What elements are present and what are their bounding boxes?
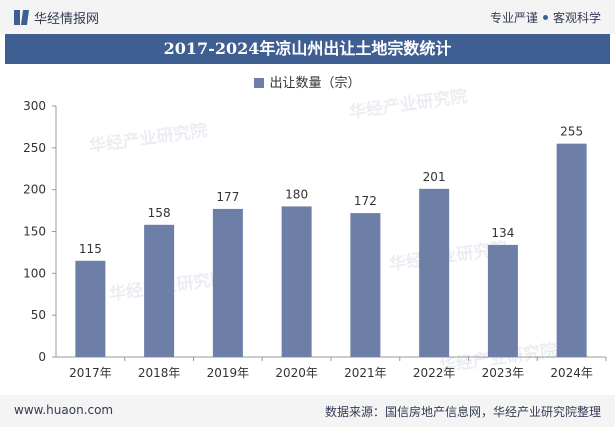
bar xyxy=(212,208,243,357)
chart-legend: 出让数量（宗） xyxy=(0,72,615,91)
bar xyxy=(487,244,518,357)
y-tick-label: 300 xyxy=(23,99,46,113)
x-tick-label: 2021年 xyxy=(344,366,387,380)
x-tick-label: 2020年 xyxy=(275,366,318,380)
data-label: 115 xyxy=(79,242,102,256)
title-bar: 2017-2024年凉山州出让土地宗数统计 xyxy=(5,34,610,64)
y-tick-label: 100 xyxy=(23,266,46,280)
x-tick-label: 2024年 xyxy=(550,366,593,380)
brand-name: 华经情报网 xyxy=(34,12,100,27)
bullet-dot-icon xyxy=(542,15,548,20)
y-tick-label: 50 xyxy=(31,308,46,322)
y-tick-label: 250 xyxy=(23,141,46,155)
data-label: 180 xyxy=(285,187,308,201)
data-label: 177 xyxy=(216,190,239,204)
data-label: 255 xyxy=(560,125,583,139)
bar xyxy=(144,224,175,357)
x-tick-label: 2018年 xyxy=(138,366,181,380)
footer-source: 数据来源：国信房地产信息网，华经产业研究院整理 xyxy=(324,405,601,419)
footer-bar: www.huaon.com 数据来源：国信房地产信息网，华经产业研究院整理 xyxy=(0,395,615,427)
chart-title: 2017-2024年凉山州出让土地宗数统计 xyxy=(163,39,452,58)
legend-label: 出让数量（宗） xyxy=(269,76,361,91)
bar xyxy=(556,143,587,357)
bar xyxy=(281,206,312,357)
brand-logo-icon xyxy=(14,10,28,25)
bar xyxy=(350,213,381,357)
bar-chart: 华经产业研究院华经产业研究院华经产业研究院华经产业研究院华经产业研究院05010… xyxy=(23,86,607,380)
bar xyxy=(419,188,450,357)
brand[interactable]: 华经情报网 xyxy=(14,8,99,27)
bar xyxy=(75,260,106,357)
x-tick-label: 2017年 xyxy=(69,366,112,380)
data-label: 158 xyxy=(148,206,171,220)
top-bar: 华经情报网 专业严谨 客观科学 xyxy=(0,0,615,34)
data-label: 134 xyxy=(491,226,514,240)
y-tick-label: 200 xyxy=(23,183,46,197)
data-label: 201 xyxy=(423,170,446,184)
y-tick-label: 150 xyxy=(23,225,46,239)
x-tick-label: 2022年 xyxy=(413,366,456,380)
x-tick-label: 2023年 xyxy=(482,366,525,380)
data-label: 172 xyxy=(354,194,377,208)
y-tick-label: 0 xyxy=(38,350,46,364)
watermark-text: 华经产业研究院 xyxy=(88,120,209,157)
legend-swatch xyxy=(254,78,265,88)
tagline: 专业严谨 客观科学 xyxy=(490,9,601,26)
tagline-left: 专业严谨 xyxy=(489,11,538,25)
x-tick-label: 2019年 xyxy=(207,366,250,380)
watermark-text: 华经产业研究院 xyxy=(348,86,469,123)
footer-url[interactable]: www.huaon.com xyxy=(14,403,114,417)
tagline-right: 客观科学 xyxy=(552,11,601,25)
